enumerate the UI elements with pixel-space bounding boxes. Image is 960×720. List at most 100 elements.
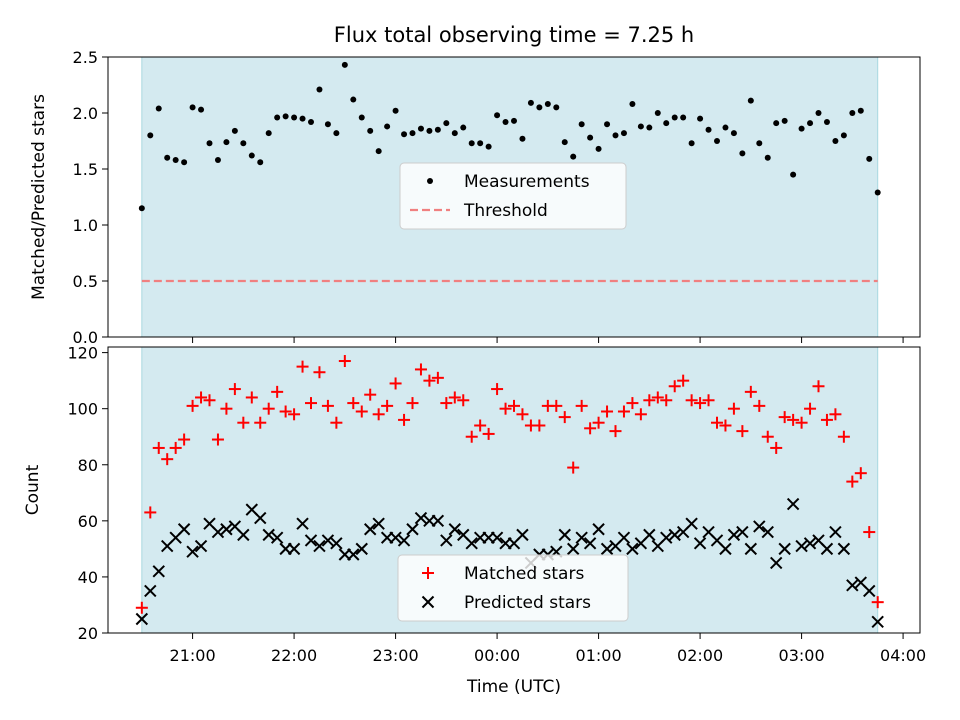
matched-star-point (558, 411, 571, 424)
bottom-y-tick-label: 40 (78, 568, 98, 587)
measurement-point (587, 134, 594, 141)
measurement-point (790, 171, 797, 178)
matched-star-point (491, 383, 504, 396)
measurement-point (358, 114, 365, 121)
matched-star-point (355, 405, 368, 418)
bottom-y-tick-label: 80 (78, 456, 98, 475)
matched-star-point (643, 394, 656, 407)
matched-star-point (144, 506, 157, 519)
matched-star-point (694, 397, 707, 410)
measurement-point (511, 117, 517, 124)
matched-star-point (465, 430, 478, 443)
top-y-tick-label: 2.0 (73, 104, 98, 123)
predicted-star-point (135, 612, 149, 626)
predicted-star-point (211, 525, 225, 539)
predicted-star-point (287, 542, 301, 556)
measurement-point (308, 118, 314, 125)
predicted-star-point (313, 539, 326, 553)
x-tick-label: 01:00 (576, 646, 622, 665)
predicted-star-point (761, 525, 774, 539)
predicted-star-point (575, 531, 588, 544)
measurement-point (671, 114, 678, 121)
matched-star-point (660, 394, 673, 407)
measurement-point (417, 125, 424, 132)
legend-label-threshold: Threshold (463, 201, 548, 221)
matched-star-point (871, 596, 884, 609)
predicted-star-point (558, 528, 571, 542)
measurement-point (866, 155, 873, 162)
measurement-point (206, 140, 213, 147)
measurements-points (138, 61, 881, 212)
measurement-point (324, 121, 331, 128)
measurement-point (730, 130, 737, 137)
predicted-star-point (152, 565, 165, 578)
measurement-point (451, 130, 458, 137)
predicted-star-point (270, 531, 284, 544)
measurement-point (519, 135, 526, 142)
x-tick-label: 02:00 (677, 646, 723, 665)
matched-star-point (406, 397, 419, 410)
predicted-star-point (719, 542, 732, 556)
matched-star-point (474, 419, 487, 432)
matched-star-point (195, 391, 208, 404)
matched-star-point (313, 366, 326, 379)
top-y-tick-label: 0.5 (73, 272, 98, 291)
bottom-legend: Matched stars Predicted stars (397, 554, 629, 622)
predicted-star-point (685, 517, 698, 530)
measurement-point (494, 112, 501, 119)
matched-star-point (736, 425, 749, 438)
matched-star-point (203, 394, 216, 407)
matched-star-point (592, 416, 605, 429)
measurement-point (654, 110, 661, 116)
matched-star-point (254, 416, 267, 429)
top-legend-box (399, 162, 627, 230)
measurement-point (874, 189, 881, 196)
measurement-point (367, 127, 374, 134)
predicted-star-point (617, 531, 631, 544)
predicted-stars-legend-symbol (421, 595, 435, 609)
matched-star-point (414, 363, 427, 376)
predicted-star-point (820, 542, 834, 556)
matched-star-point (321, 399, 334, 412)
matched-star-point (770, 441, 783, 454)
x-tick-label: 21:00 (170, 646, 216, 665)
measurement-point (282, 113, 289, 120)
measurement-point (620, 130, 627, 137)
measurement-point (561, 139, 568, 146)
predicted-star-point (668, 528, 681, 542)
x-tick-label: 23:00 (373, 646, 419, 665)
measurement-point (578, 121, 585, 128)
measurement-point (840, 132, 847, 139)
measurement-point (553, 104, 560, 111)
predicted-star-point (186, 545, 199, 558)
measurement-point (384, 123, 391, 130)
matched-star-point (423, 374, 436, 387)
predicted-star-point (660, 531, 673, 544)
matched-star-point (305, 397, 317, 410)
measurement-point (147, 132, 154, 139)
measurement-point (663, 120, 670, 127)
predicted-star-point (753, 520, 766, 533)
measurement-point (198, 106, 205, 113)
predicted-star-point (592, 523, 605, 536)
predicted-star-point (431, 514, 445, 528)
matched-star-point (288, 408, 301, 421)
measurement-point (502, 118, 509, 125)
measurement-point (807, 120, 814, 127)
matched-star-point (804, 402, 817, 415)
measurement-point (798, 125, 805, 132)
legend-label-predicted-stars: Predicted stars (464, 593, 591, 613)
bottom-y-ticks: 20 40 60 80 100 120 (67, 344, 108, 643)
measurement-point (612, 132, 619, 139)
measurement-point (274, 114, 281, 121)
matched-star-point (812, 380, 825, 393)
predicted-star-point (347, 548, 360, 561)
measurement-point (485, 143, 492, 150)
bottom-y-axis-label: Count (23, 464, 43, 515)
measurement-point (570, 153, 577, 160)
predicted-star-point (795, 539, 808, 553)
predicted-star-point (626, 542, 639, 556)
matched-star-point (220, 402, 233, 415)
predicted-star-point (372, 517, 385, 530)
matched-star-point (431, 371, 444, 384)
